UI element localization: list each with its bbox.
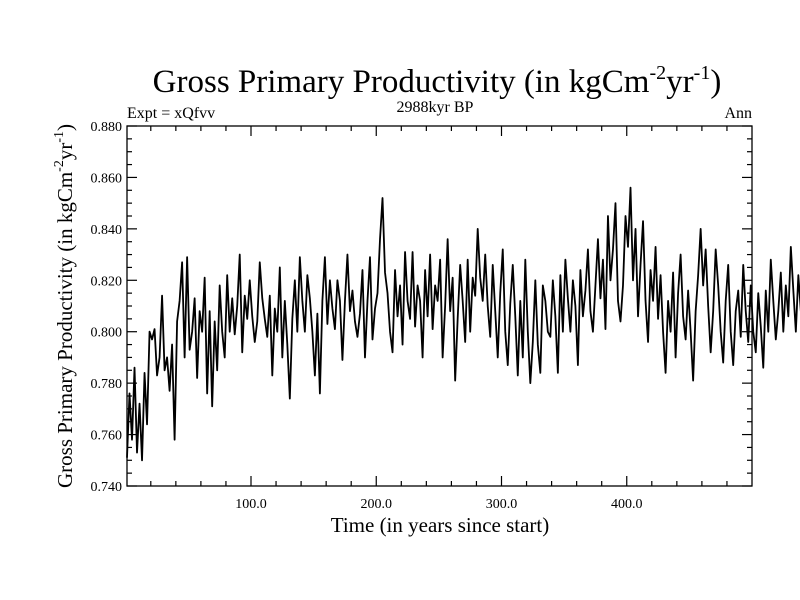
y-tick-label: 0.820 xyxy=(91,274,123,289)
chart-title-exponent-1: -2 xyxy=(649,62,666,84)
y-tick-label: 0.740 xyxy=(91,480,123,495)
x-axis-tick-labels: 100.0 200.0 300.0 400.0 xyxy=(235,497,642,512)
y-axis-label-middle: yr xyxy=(53,143,77,161)
x-tick-label: 100.0 xyxy=(235,497,267,512)
chart-title-exponent-2: -1 xyxy=(694,62,711,84)
y-tick-label: 0.780 xyxy=(91,377,123,392)
y-axis-label-exponent-1: -2 xyxy=(52,160,67,172)
y-axis-tick-labels: 0.740 0.760 0.780 0.800 0.820 0.840 0.860 0.880 xyxy=(91,120,123,495)
y-axis-label-main: Gross Primary Productivity (in kgCm xyxy=(53,172,77,488)
x-axis-label: Time (in years since start) xyxy=(331,513,550,537)
chart-subtitle: 2988kyr BP xyxy=(397,99,474,116)
y-tick-label: 0.800 xyxy=(91,326,123,341)
y-tick-label: 0.760 xyxy=(91,429,123,444)
y-tick-label: 0.880 xyxy=(91,120,123,135)
experiment-label: Expt = xQfvv xyxy=(127,105,215,122)
season-label: Ann xyxy=(724,105,752,122)
gpp-series-line xyxy=(126,186,800,462)
chart-title-middle: yr xyxy=(666,64,694,100)
x-tick-label: 300.0 xyxy=(486,497,518,512)
x-tick-label: 200.0 xyxy=(360,497,392,512)
y-tick-label: 0.840 xyxy=(91,223,123,238)
y-axis-label-end: ) xyxy=(53,124,77,131)
y-axis-label: Gross Primary Productivity (in kgCm-2yr-… xyxy=(52,124,77,488)
chart-title-end: ) xyxy=(710,64,721,100)
y-tick-label: 0.860 xyxy=(91,171,123,186)
chart-title: Gross Primary Productivity (in kgCm-2yr-… xyxy=(153,62,722,100)
x-tick-label: 400.0 xyxy=(611,497,643,512)
axis-ticks xyxy=(127,125,752,487)
chart-title-main: Gross Primary Productivity (in kgCm xyxy=(153,64,650,100)
y-axis-label-exponent-2: -1 xyxy=(52,131,67,143)
